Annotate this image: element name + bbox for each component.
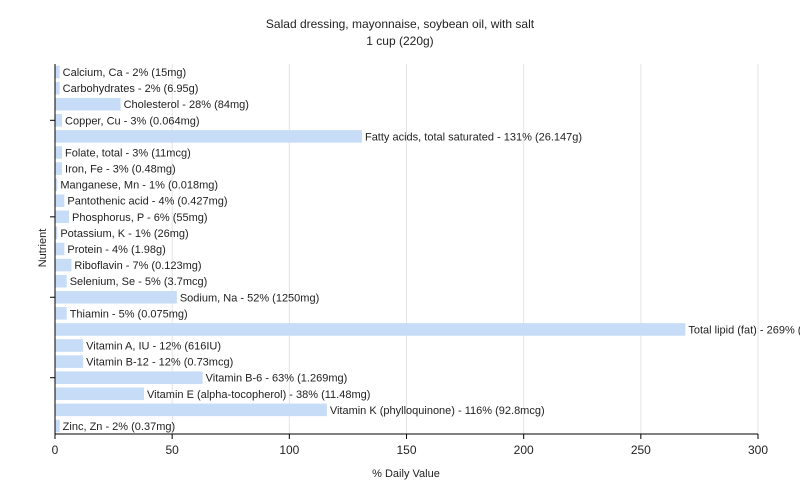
bar [55, 97, 121, 111]
bar-label: Calcium, Ca - 2% (15mg) [63, 67, 186, 79]
bar [55, 81, 60, 95]
bar [55, 307, 67, 320]
bar [55, 323, 686, 336]
bar-label: Vitamin B-12 - 12% (0.73mcg) [86, 357, 233, 369]
bar-label: Vitamin K (phylloquinone) - 116% (92.8mc… [330, 405, 545, 417]
bar-label: Total lipid (fat) - 269% (174.66g) [688, 324, 800, 336]
bar-label: Vitamin A, IU - 12% (616IU) [86, 341, 221, 353]
bar-label: Iron, Fe - 3% (0.48mg) [65, 164, 176, 176]
bar [55, 194, 65, 208]
bar-label: Vitamin B-6 - 63% (1.269mg) [206, 373, 348, 385]
x-axis-title: % Daily Value [372, 468, 440, 480]
x-tick-label: 200 [514, 443, 534, 457]
bar-label: Carbohydrates - 2% (6.95g) [63, 83, 199, 95]
axes: 0 50 100 150 200 250 300 [50, 64, 768, 457]
bar [55, 226, 58, 240]
bar [55, 114, 63, 127]
bar [55, 162, 63, 175]
x-tick-label: 50 [165, 443, 179, 457]
bar [55, 210, 70, 224]
bar-label: Copper, Cu - 3% (0.064mg) [65, 115, 200, 127]
bars [55, 65, 686, 433]
bar [55, 290, 177, 304]
bar-label: Sodium, Na - 52% (1250mg) [180, 292, 319, 304]
x-tick-label: 150 [396, 443, 416, 457]
bar-label: Selenium, Se - 5% (3.7mcg) [70, 276, 208, 288]
bar-label: Zinc, Zn - 2% (0.37mg) [63, 421, 175, 433]
bar-label: Riboflavin - 7% (0.123mg) [74, 260, 201, 272]
bar [55, 403, 327, 417]
bar-label: Vitamin E (alpha-tocopherol) - 38% (11.4… [147, 389, 370, 401]
x-tick-label: 100 [279, 443, 299, 457]
bar [55, 387, 145, 401]
bar [55, 419, 60, 433]
bar [55, 274, 67, 288]
bar-label: Potassium, K - 1% (26mg) [60, 228, 188, 240]
bar-labels: Calcium, Ca - 2% (15mg) Carbohydrates - 2… [60, 67, 800, 433]
x-tick-label: 250 [631, 443, 651, 457]
bar-label: Phosphorus, P - 6% (55mg) [72, 212, 208, 224]
chart-subtitle: 1 cup (220g) [366, 34, 433, 48]
chart-title: Salad dressing, mayonnaise, soybean oil,… [266, 17, 535, 31]
bar [55, 130, 362, 143]
bar [55, 65, 60, 79]
bar-label: Thiamin - 5% (0.075mg) [70, 308, 188, 320]
y-axis-title: Nutrient [37, 229, 49, 268]
bar [55, 258, 72, 272]
bar [55, 371, 203, 384]
bar-label: Protein - 4% (1.98g) [67, 244, 165, 256]
bar-label: Folate, total - 3% (11mcg) [65, 147, 191, 159]
bar-label: Pantothenic acid - 4% (0.427mg) [67, 196, 227, 208]
bar [55, 339, 84, 352]
bar [55, 242, 65, 256]
bar-label: Manganese, Mn - 1% (0.018mg) [60, 180, 218, 192]
bar-label: Fatty acids, total saturated - 131% (26.… [365, 131, 582, 143]
x-tick-label: 300 [748, 443, 768, 457]
bar [55, 146, 63, 159]
bar [55, 178, 58, 191]
bar-label: Cholesterol - 28% (84mg) [124, 99, 249, 111]
x-tick-label: 0 [52, 443, 59, 457]
bar [55, 355, 84, 368]
